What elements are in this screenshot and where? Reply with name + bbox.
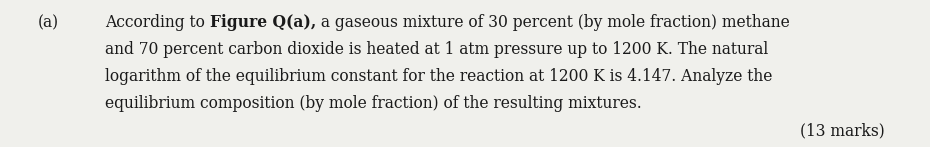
Text: (13 marks): (13 marks) <box>800 122 885 139</box>
Text: logarithm of the equilibrium constant for the reaction at 1200 K is 4.147. Analy: logarithm of the equilibrium constant fo… <box>105 68 773 85</box>
Text: According to: According to <box>105 14 210 31</box>
Text: and 70 percent carbon dioxide is heated at 1 atm pressure up to 1200 K. The natu: and 70 percent carbon dioxide is heated … <box>105 41 768 58</box>
Text: equilibrium composition (by mole fraction) of the resulting mixtures.: equilibrium composition (by mole fractio… <box>105 95 642 112</box>
Text: a gaseous mixture of 30 percent (by mole fraction) methane: a gaseous mixture of 30 percent (by mole… <box>316 14 790 31</box>
Text: Figure Q(a),: Figure Q(a), <box>210 14 316 31</box>
Text: (a): (a) <box>38 14 60 31</box>
